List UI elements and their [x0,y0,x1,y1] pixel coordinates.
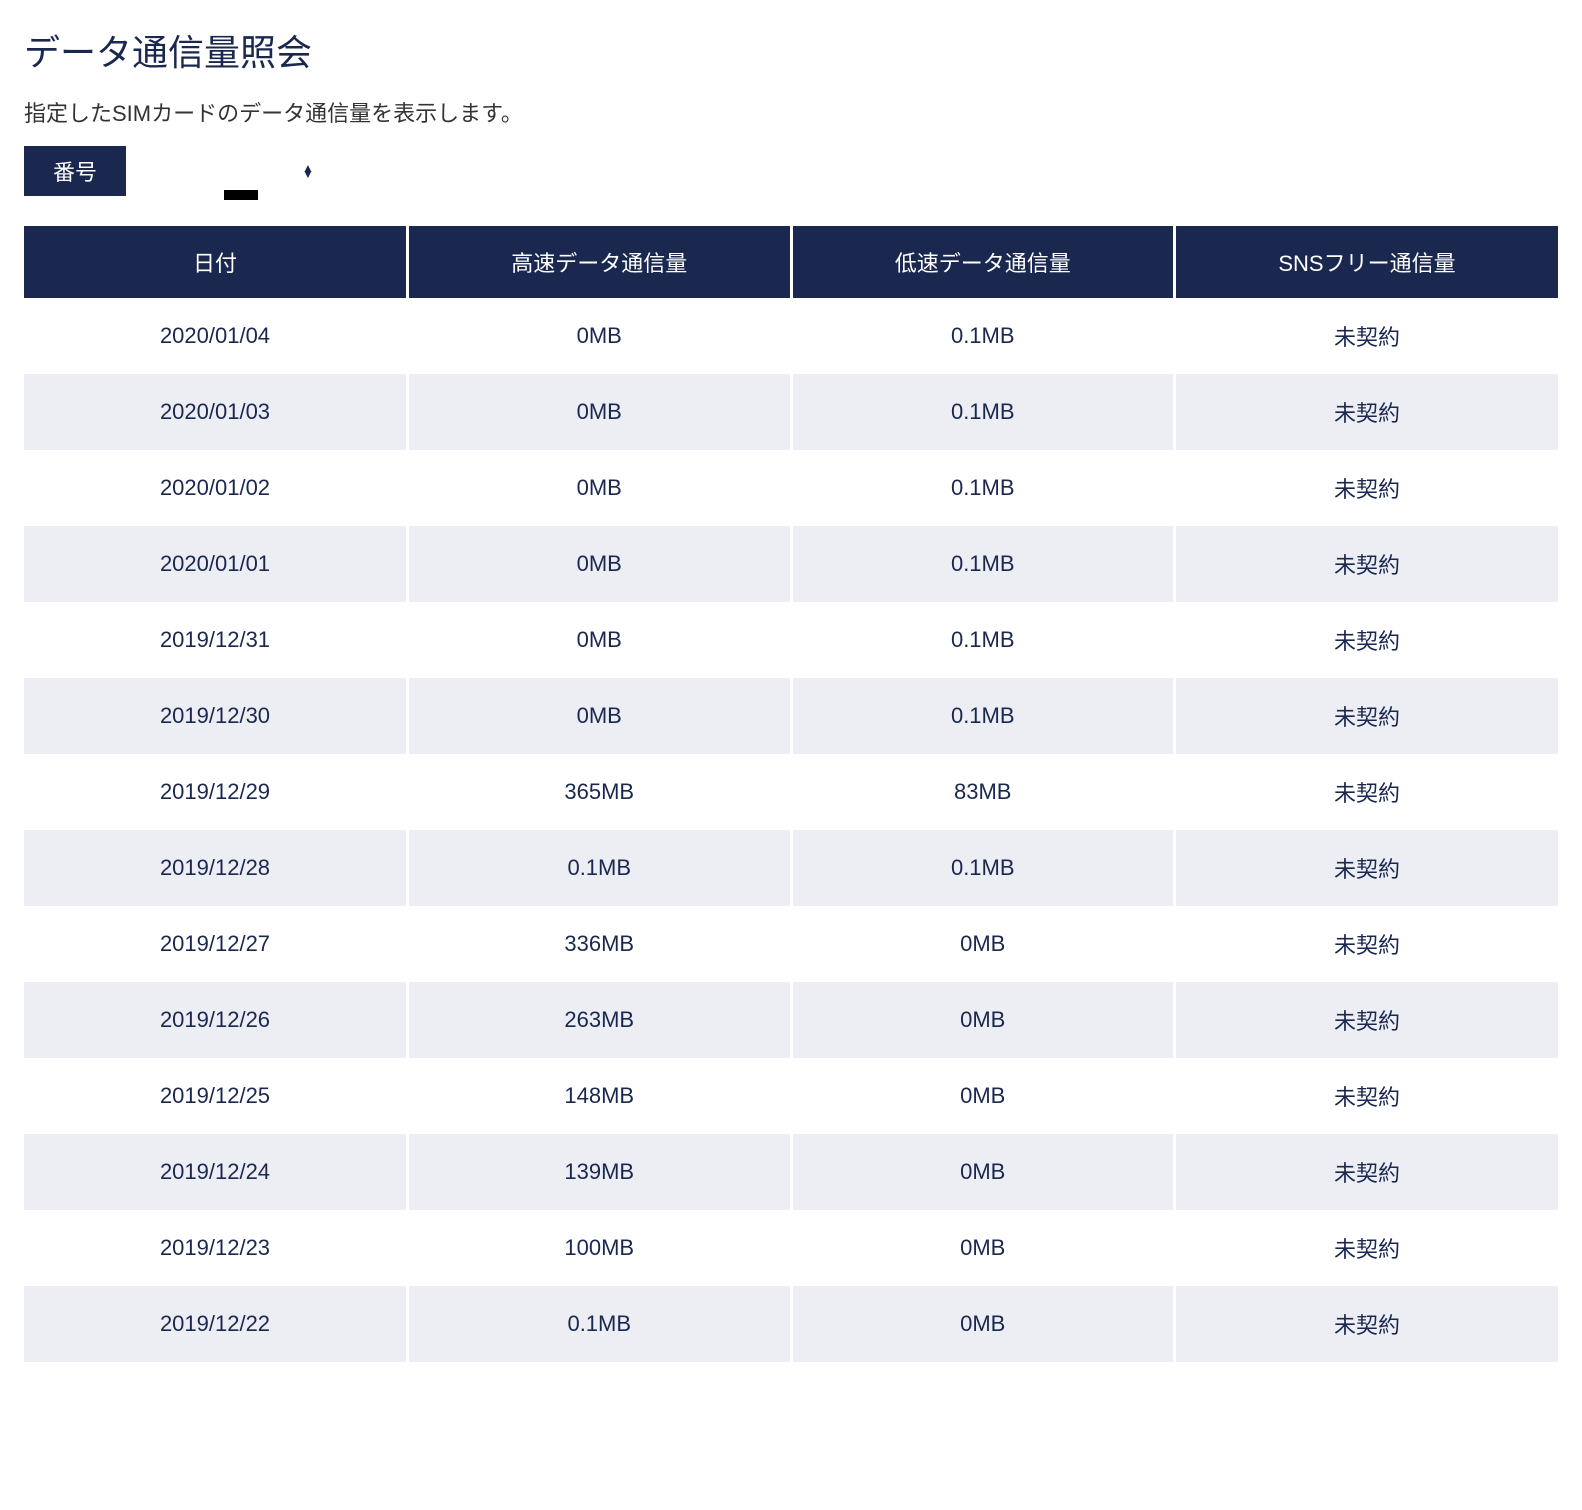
cell-sns-free: 未契約 [1175,1134,1559,1210]
cell-date: 2020/01/02 [24,450,408,526]
cell-date: 2019/12/23 [24,1210,408,1286]
cell-low-speed: 0.1MB [791,678,1175,754]
cell-high-speed: 0MB [408,602,792,678]
cell-date: 2019/12/25 [24,1058,408,1134]
cell-high-speed: 148MB [408,1058,792,1134]
table-row: 2019/12/220.1MB0MB未契約 [24,1286,1558,1362]
dropdown-arrows-icon: ▲▼ [302,165,314,177]
cell-date: 2020/01/03 [24,374,408,450]
cell-sns-free: 未契約 [1175,450,1559,526]
cell-low-speed: 0.1MB [791,602,1175,678]
cell-high-speed: 0MB [408,298,792,374]
cell-high-speed: 0.1MB [408,830,792,906]
cell-sns-free: 未契約 [1175,1210,1559,1286]
cell-date: 2019/12/28 [24,830,408,906]
cell-low-speed: 0.1MB [791,298,1175,374]
col-low-speed: 低速データ通信量 [791,226,1175,298]
cell-sns-free: 未契約 [1175,982,1559,1058]
number-selector-label: 番号 [24,146,126,196]
table-row: 2019/12/25148MB0MB未契約 [24,1058,1558,1134]
table-row: 2020/01/020MB0.1MB未契約 [24,450,1558,526]
data-usage-table: 日付 高速データ通信量 低速データ通信量 SNSフリー通信量 2020/01/0… [24,226,1558,1362]
cell-date: 2019/12/27 [24,906,408,982]
cell-sns-free: 未契約 [1175,1058,1559,1134]
cell-low-speed: 0MB [791,1058,1175,1134]
col-date: 日付 [24,226,408,298]
cell-sns-free: 未契約 [1175,374,1559,450]
cell-high-speed: 0MB [408,450,792,526]
cell-low-speed: 0MB [791,1286,1175,1362]
table-row: 2020/01/010MB0.1MB未契約 [24,526,1558,602]
cell-high-speed: 0MB [408,526,792,602]
table-row: 2019/12/26263MB0MB未契約 [24,982,1558,1058]
table-row: 2019/12/27336MB0MB未契約 [24,906,1558,982]
cell-low-speed: 0.1MB [791,374,1175,450]
cell-sns-free: 未契約 [1175,526,1559,602]
cell-sns-free: 未契約 [1175,754,1559,830]
cell-low-speed: 83MB [791,754,1175,830]
redacted-mark [224,190,258,200]
table-row: 2019/12/310MB0.1MB未契約 [24,602,1558,678]
cell-high-speed: 0MB [408,374,792,450]
table-header-row: 日付 高速データ通信量 低速データ通信量 SNSフリー通信量 [24,226,1558,298]
cell-low-speed: 0.1MB [791,526,1175,602]
number-selector-row: 番号 ▲▼ [24,146,1558,196]
number-selector-dropdown[interactable]: ▲▼ [126,157,330,185]
cell-date: 2019/12/22 [24,1286,408,1362]
cell-date: 2020/01/04 [24,298,408,374]
cell-date: 2020/01/01 [24,526,408,602]
cell-low-speed: 0MB [791,1210,1175,1286]
cell-high-speed: 336MB [408,906,792,982]
cell-low-speed: 0.1MB [791,830,1175,906]
cell-low-speed: 0.1MB [791,450,1175,526]
cell-low-speed: 0MB [791,982,1175,1058]
cell-sns-free: 未契約 [1175,1286,1559,1362]
table-row: 2019/12/300MB0.1MB未契約 [24,678,1558,754]
table-row: 2019/12/23100MB0MB未契約 [24,1210,1558,1286]
table-row: 2020/01/040MB0.1MB未契約 [24,298,1558,374]
cell-date: 2019/12/30 [24,678,408,754]
cell-high-speed: 263MB [408,982,792,1058]
cell-date: 2019/12/24 [24,1134,408,1210]
table-row: 2020/01/030MB0.1MB未契約 [24,374,1558,450]
cell-sns-free: 未契約 [1175,678,1559,754]
cell-date: 2019/12/26 [24,982,408,1058]
table-row: 2019/12/24139MB0MB未契約 [24,1134,1558,1210]
cell-sns-free: 未契約 [1175,906,1559,982]
cell-high-speed: 139MB [408,1134,792,1210]
cell-sns-free: 未契約 [1175,602,1559,678]
cell-high-speed: 365MB [408,754,792,830]
cell-high-speed: 0.1MB [408,1286,792,1362]
cell-sns-free: 未契約 [1175,298,1559,374]
page-title: データ通信量照会 [24,24,1558,76]
table-row: 2019/12/280.1MB0.1MB未契約 [24,830,1558,906]
cell-high-speed: 0MB [408,678,792,754]
cell-low-speed: 0MB [791,906,1175,982]
cell-date: 2019/12/31 [24,602,408,678]
cell-date: 2019/12/29 [24,754,408,830]
table-row: 2019/12/29365MB83MB未契約 [24,754,1558,830]
col-sns-free: SNSフリー通信量 [1175,226,1559,298]
cell-sns-free: 未契約 [1175,830,1559,906]
page-description: 指定したSIMカードのデータ通信量を表示します。 [24,96,1558,128]
cell-high-speed: 100MB [408,1210,792,1286]
cell-low-speed: 0MB [791,1134,1175,1210]
col-high-speed: 高速データ通信量 [408,226,792,298]
